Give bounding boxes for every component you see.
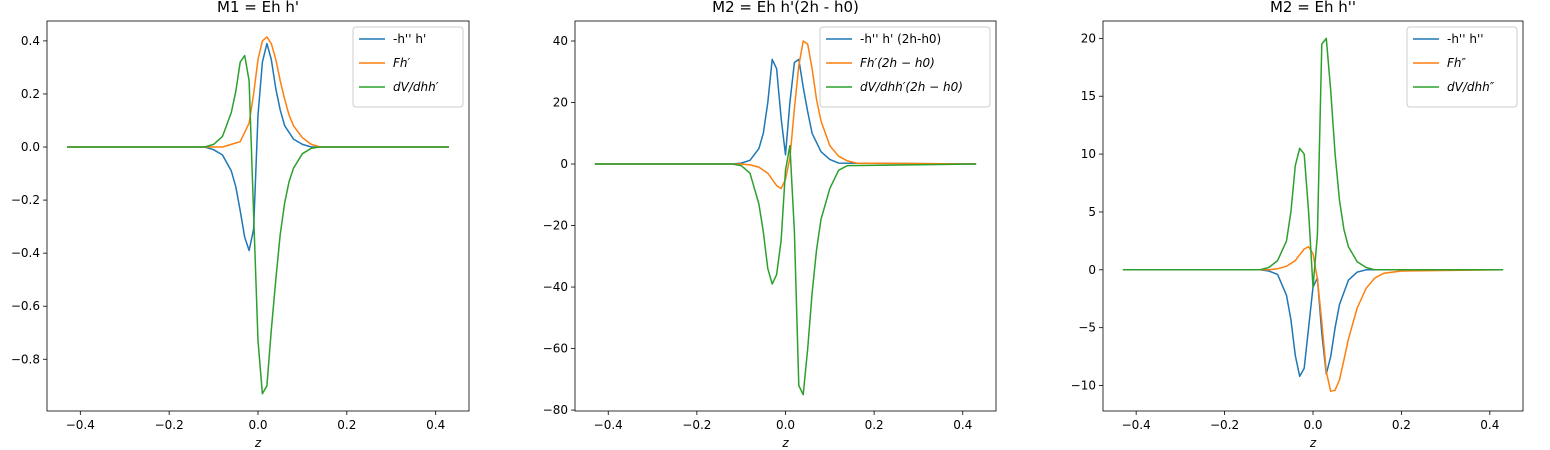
x-tick-label: 0.0 bbox=[776, 418, 795, 432]
chart-title: M2 = Eh h'(2h - h0) bbox=[712, 0, 859, 16]
y-tick-label: −0.6 bbox=[11, 299, 40, 313]
legend-box bbox=[819, 26, 991, 108]
series-group bbox=[594, 40, 977, 396]
chart-panel-3: M2 = Eh h'' −0.4 −0.2 0.0 0.2 0.4 −10 −5 0 5 10 15 2… bbox=[1071, 0, 1524, 450]
legend: -h'' h' (2h-h0) Fh′(2h − h0) dV/dhh′(2h − … bbox=[819, 26, 991, 108]
y-tick-label: −80 bbox=[543, 403, 568, 417]
series-line-2 bbox=[594, 40, 977, 190]
legend-entry: -h'' h' bbox=[393, 32, 426, 46]
y-tick-label: 40 bbox=[553, 34, 568, 48]
x-tick-label: 0.4 bbox=[426, 418, 445, 432]
x-axis-label: z bbox=[781, 436, 789, 450]
chart-title: M1 = Eh h' bbox=[217, 0, 299, 16]
y-tick-label: −0.8 bbox=[11, 352, 40, 366]
legend-entry: dV/dhh′ bbox=[393, 80, 439, 94]
y-tick-label: −60 bbox=[543, 342, 568, 356]
x-tick-label: 0.4 bbox=[1480, 418, 1499, 432]
x-tick-label: −0.4 bbox=[66, 418, 95, 432]
x-tick-label: 0.2 bbox=[865, 418, 884, 432]
legend-entry: dV/dhh″ bbox=[1447, 80, 1495, 94]
x-tick-label: −0.4 bbox=[1122, 418, 1151, 432]
y-tick-label: 20 bbox=[553, 96, 568, 110]
x-axis-label: z bbox=[254, 436, 262, 450]
y-tick-label: 0.4 bbox=[21, 34, 40, 48]
chart-panel-2: M2 = Eh h'(2h - h0) −0.4 −0.2 0.0 0.2 0.4 −80 −… bbox=[543, 0, 997, 450]
legend-entry: -h'' h' (2h-h0) bbox=[860, 32, 941, 46]
legend: -h'' h' Fh′ dV/dhh′ bbox=[352, 26, 464, 108]
series-line-1 bbox=[594, 58, 977, 165]
y-tick-label: −10 bbox=[1071, 379, 1096, 393]
y-tick-label: −40 bbox=[543, 280, 568, 294]
x-tick-label: −0.2 bbox=[1210, 418, 1239, 432]
series-line-2 bbox=[1122, 245, 1504, 393]
x-tick-label: 0.2 bbox=[1392, 418, 1411, 432]
legend-entry: Fh′ bbox=[393, 56, 411, 70]
y-tick-label: 0.0 bbox=[21, 140, 40, 154]
x-tick-label: −0.2 bbox=[682, 418, 711, 432]
y-tick-label: 0.2 bbox=[21, 87, 40, 101]
y-tick-label: 10 bbox=[1081, 147, 1096, 161]
series-line-3 bbox=[67, 54, 449, 395]
y-tick-label: 15 bbox=[1081, 89, 1096, 103]
y-tick-label: 0 bbox=[560, 157, 568, 171]
series-line-3 bbox=[594, 144, 977, 396]
x-tick-label: 0.0 bbox=[248, 418, 267, 432]
legend-entry: -h'' h'' bbox=[1447, 32, 1484, 46]
y-tick-label: −0.2 bbox=[11, 193, 40, 207]
y-tick-label: 20 bbox=[1081, 31, 1096, 45]
chart-title: M2 = Eh h'' bbox=[1270, 0, 1356, 16]
legend: -h'' h'' Fh″ dV/dhh″ bbox=[1406, 26, 1518, 108]
y-tick-label: 0 bbox=[1088, 263, 1096, 277]
x-tick-label: 0.4 bbox=[953, 418, 972, 432]
x-tick-label: −0.4 bbox=[594, 418, 623, 432]
series-line-3 bbox=[1122, 37, 1504, 288]
x-axis-label: z bbox=[1309, 436, 1317, 450]
y-tick-label: 5 bbox=[1088, 205, 1096, 219]
series-group bbox=[67, 36, 449, 395]
x-tick-label: 0.2 bbox=[337, 418, 356, 432]
legend-entry: dV/dhh′(2h − h0) bbox=[860, 80, 963, 94]
series-line-2 bbox=[67, 36, 449, 148]
chart-panel-1: M1 = Eh h' −0.4 −0.2 0.0 0.2 0.4 −0.8 −0.6 −0.4 −… bbox=[11, 0, 470, 450]
series-line-1 bbox=[67, 42, 449, 252]
legend-entry: Fh″ bbox=[1447, 56, 1467, 70]
legend-entry: Fh′(2h − h0) bbox=[860, 56, 935, 70]
y-tick-label: −5 bbox=[1078, 321, 1096, 335]
x-tick-label: 0.0 bbox=[1303, 418, 1322, 432]
y-tick-label: −0.4 bbox=[11, 246, 40, 260]
x-tick-label: −0.2 bbox=[155, 418, 184, 432]
series-group bbox=[1122, 37, 1504, 393]
y-tick-label: −20 bbox=[543, 219, 568, 233]
